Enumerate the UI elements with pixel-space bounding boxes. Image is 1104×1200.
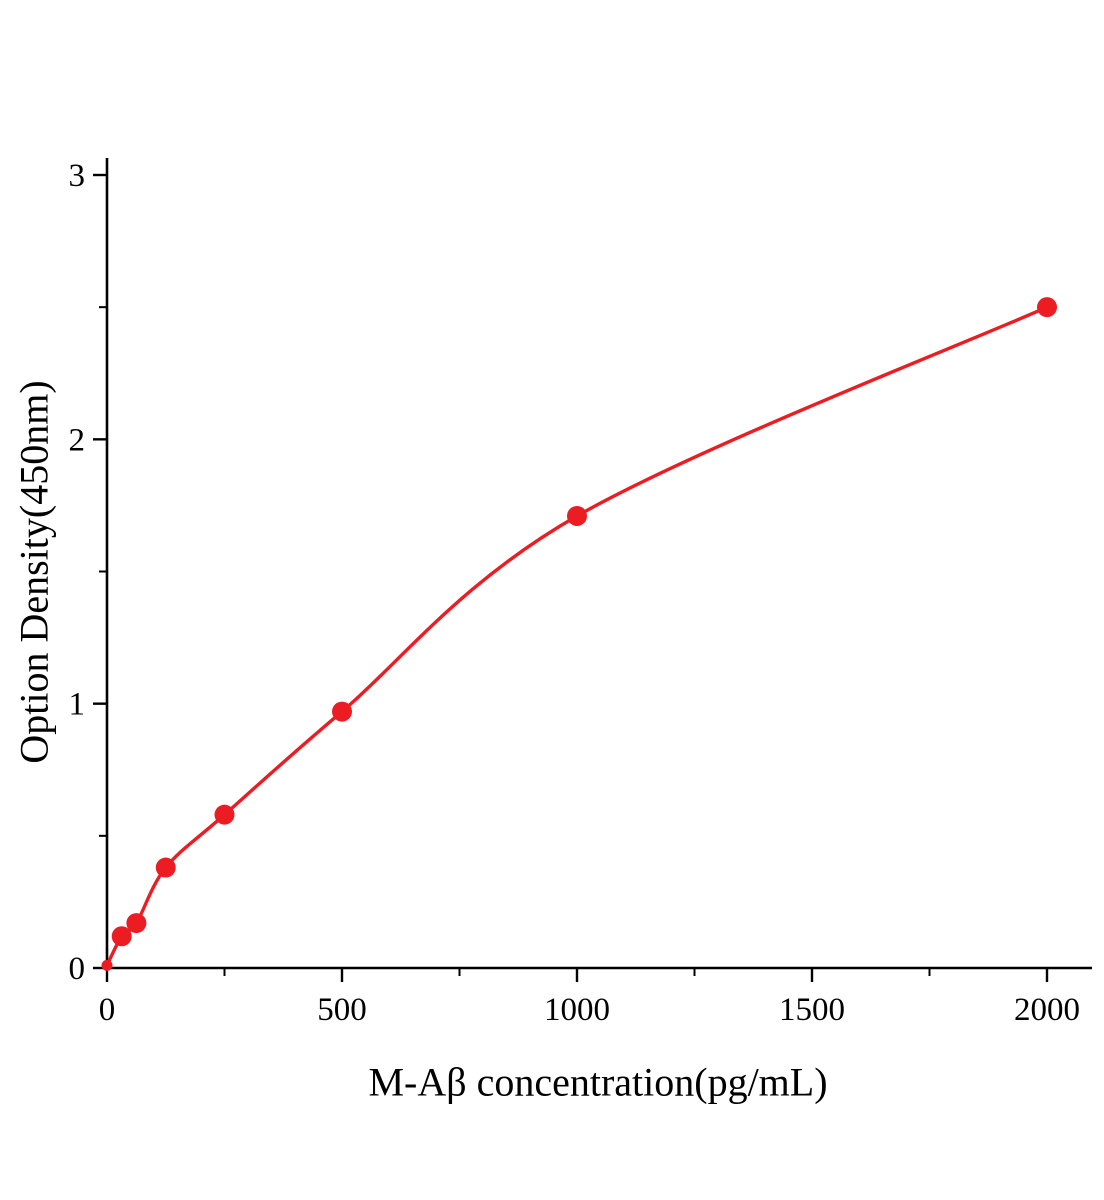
x-tick-label: 1500 xyxy=(779,992,845,1028)
data-point xyxy=(155,857,176,878)
data-point xyxy=(126,913,147,934)
y-axis-title: Option Density(450nm) xyxy=(11,380,57,764)
x-tick-label: 2000 xyxy=(1014,992,1080,1028)
y-tick-label: 3 xyxy=(69,158,86,194)
data-point xyxy=(101,959,113,971)
y-tick-label: 1 xyxy=(69,687,86,723)
data-point xyxy=(214,804,235,825)
data-point xyxy=(1037,297,1057,318)
data-point xyxy=(567,505,587,526)
data-point xyxy=(111,926,132,947)
x-axis-title: M-Aβ concentration(pg/mL) xyxy=(368,1059,828,1105)
y-tick-label: 0 xyxy=(69,951,86,987)
y-tick-label: 2 xyxy=(69,422,86,458)
x-tick-label: 0 xyxy=(99,992,116,1028)
x-tick-label: 1000 xyxy=(544,992,610,1028)
fit-curve xyxy=(105,305,1049,968)
data-point xyxy=(332,701,352,722)
x-tick-label: 500 xyxy=(317,992,367,1028)
